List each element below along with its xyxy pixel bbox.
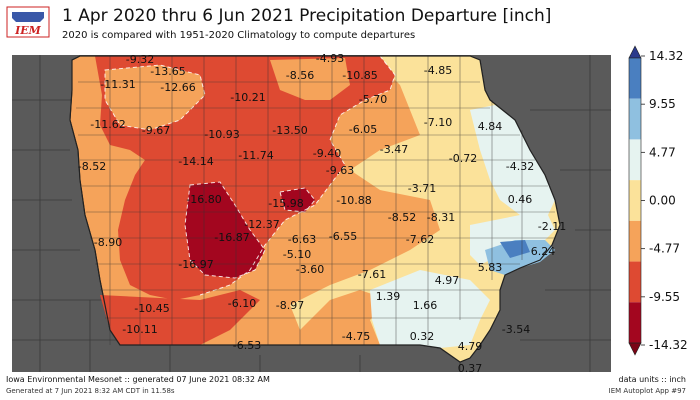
colorbar-tick-label: 14.32 bbox=[649, 49, 683, 63]
county-lines bbox=[76, 56, 555, 345]
station-value-label: -7.61 bbox=[358, 268, 386, 281]
colorbar-segment bbox=[629, 98, 641, 140]
station-value-label: -8.52 bbox=[388, 211, 416, 224]
station-value-label: -3.54 bbox=[502, 323, 530, 336]
station-value-label: -3.71 bbox=[408, 182, 436, 195]
station-value-label: -16.97 bbox=[178, 258, 213, 271]
footer-units: data units :: inch bbox=[618, 375, 686, 384]
station-value-label: 0.37 bbox=[458, 362, 483, 372]
station-value-label: 1.66 bbox=[413, 299, 438, 312]
colorbar-tick-label: -14.32 bbox=[649, 338, 688, 352]
neighbor-county-lines bbox=[12, 55, 611, 372]
colorbar: 14.32 9.55 4.77 0.00 -4.77 -9.55 -14.32 bbox=[628, 45, 688, 356]
footer-generated: Iowa Environmental Mesonet :: generated … bbox=[6, 375, 270, 384]
map-canvas: -9.32-13.65 -11.31 -12.66 -8.56-4.93 -10.85 -… bbox=[12, 45, 688, 372]
station-value-label: -8.31 bbox=[427, 211, 455, 224]
station-value-label: -8.52 bbox=[78, 160, 106, 173]
colorbar-tick-label: 9.55 bbox=[649, 97, 676, 111]
colorbar-segment bbox=[629, 58, 641, 99]
colorbar-tick-label: -9.55 bbox=[649, 290, 680, 304]
station-value-label: -9.40 bbox=[313, 147, 341, 160]
station-value-label: -12.37 bbox=[244, 218, 279, 231]
station-value-label: -11.62 bbox=[90, 118, 125, 131]
station-value-label: -4.75 bbox=[342, 330, 370, 343]
station-value-label: -8.90 bbox=[94, 236, 122, 249]
colorbar-segment bbox=[629, 261, 641, 303]
station-value-label: -10.88 bbox=[336, 194, 371, 207]
station-value-label: -9.32 bbox=[126, 53, 154, 66]
station-value-label: -7.62 bbox=[406, 233, 434, 246]
map-subtitle: 2020 is compared with 1951-2020 Climatol… bbox=[62, 30, 416, 41]
station-value-label: -5.10 bbox=[283, 248, 311, 261]
station-value-label: -2.11 bbox=[538, 220, 566, 233]
colorbar-segment bbox=[629, 180, 641, 221]
colorbar-tick-label: -4.77 bbox=[649, 242, 680, 256]
station-value-label: -0.72 bbox=[449, 152, 477, 165]
station-value-label: -13.65 bbox=[150, 65, 185, 78]
colorbar-segment bbox=[629, 220, 641, 262]
station-value-label: -9.63 bbox=[326, 164, 354, 177]
station-value-label: -5.70 bbox=[359, 93, 387, 106]
station-value-label: 0.32 bbox=[410, 330, 435, 343]
station-value-label: -4.93 bbox=[316, 52, 344, 65]
footer-timing: Generated at 7 Jun 2021 8:32 AM CDT in 1… bbox=[6, 387, 175, 395]
contour-fills bbox=[95, 56, 560, 362]
station-value-label: -10.21 bbox=[230, 91, 265, 104]
station-value-label: -14.14 bbox=[178, 155, 213, 168]
station-value-label: -3.60 bbox=[296, 263, 324, 276]
station-value-label: -16.87 bbox=[214, 231, 249, 244]
colorbar-max-arrow bbox=[628, 45, 642, 59]
colorbar-tick-label: 4.77 bbox=[649, 145, 676, 159]
station-value-label: -13.50 bbox=[272, 124, 307, 137]
iowa-border bbox=[69, 55, 561, 363]
station-value-label: -11.31 bbox=[100, 78, 135, 91]
colorbar-segment bbox=[629, 302, 641, 343]
station-value-label: -6.05 bbox=[349, 123, 377, 136]
station-value-label: -6.55 bbox=[329, 230, 357, 243]
station-value-label: 4.97 bbox=[435, 274, 460, 287]
station-value-label: -8.97 bbox=[276, 299, 304, 312]
station-value-label: -3.47 bbox=[380, 143, 408, 156]
station-value-label: 4.79 bbox=[458, 340, 483, 353]
iem-logo: IEM bbox=[6, 6, 50, 38]
station-value-label: 6.24 bbox=[531, 245, 556, 258]
station-value-label: -7.10 bbox=[424, 116, 452, 129]
station-value-label: -10.11 bbox=[122, 323, 157, 336]
station-value-label: -4.85 bbox=[424, 64, 452, 77]
station-value-label: -6.53 bbox=[233, 339, 261, 352]
station-value-label: -4.32 bbox=[506, 160, 534, 173]
station-value-label: -6.63 bbox=[288, 233, 316, 246]
station-value-label: -16.80 bbox=[186, 193, 221, 206]
station-value-label: -10.45 bbox=[134, 302, 169, 315]
station-value-label: 5.83 bbox=[478, 261, 503, 274]
colorbar-min-arrow bbox=[628, 342, 642, 356]
station-value-label: -10.85 bbox=[342, 69, 377, 82]
station-value-label: 1.39 bbox=[376, 290, 401, 303]
station-value-label: -11.74 bbox=[238, 149, 273, 162]
colorbar-segment bbox=[629, 139, 641, 181]
logo-text: IEM bbox=[14, 24, 42, 37]
station-value-label: -12.66 bbox=[160, 81, 195, 94]
station-value-label: -6.10 bbox=[228, 297, 256, 310]
map-title: 1 Apr 2020 thru 6 Jun 2021 Precipitation… bbox=[62, 6, 552, 26]
station-labels: -9.32-13.65 -11.31 -12.66 -8.56-4.93 -10.85 -… bbox=[78, 52, 566, 372]
footer-app: IEM Autoplot App #97 bbox=[608, 387, 686, 395]
station-value-label: 4.84 bbox=[478, 120, 503, 133]
station-value-label: 0.46 bbox=[508, 193, 533, 206]
colorbar-tick-label: 0.00 bbox=[649, 194, 676, 208]
station-value-label: -8.56 bbox=[286, 69, 314, 82]
station-value-label: -15.98 bbox=[268, 197, 303, 210]
station-value-label: -9.67 bbox=[142, 124, 170, 137]
station-value-label: -10.93 bbox=[204, 128, 239, 141]
